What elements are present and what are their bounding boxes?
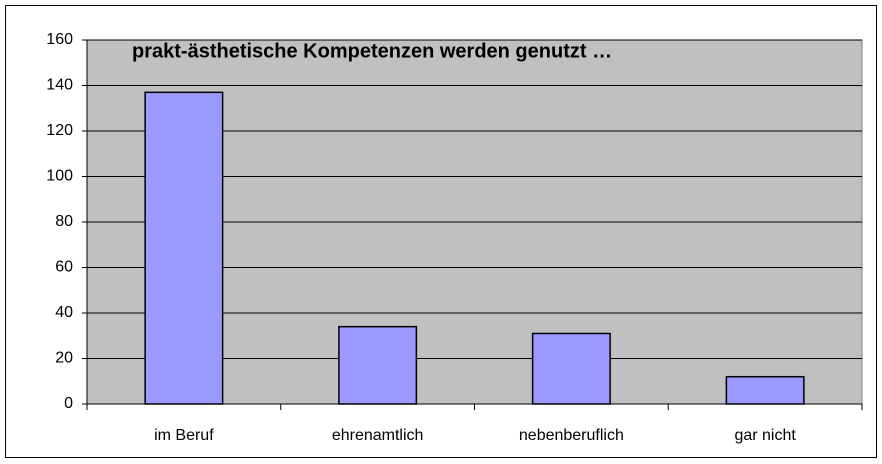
y-tick-label: 0: [64, 395, 73, 412]
y-tick-label: 40: [55, 304, 73, 321]
bar: [725, 375, 805, 405]
bar: [338, 325, 418, 405]
y-tick-label: 120: [46, 122, 73, 139]
y-tick-label: 160: [46, 31, 73, 48]
x-tick-label: im Beruf: [154, 427, 214, 444]
y-tick-label: 20: [55, 350, 73, 367]
x-tick-label: gar nicht: [734, 427, 796, 444]
bar: [531, 332, 611, 405]
bar: [144, 91, 224, 405]
x-tick-label: nebenberuflich: [519, 427, 624, 444]
y-tick-label: 60: [55, 259, 73, 276]
x-tick-label: ehrenamtlich: [332, 427, 424, 444]
y-tick-label: 80: [55, 213, 73, 230]
y-tick-label: 100: [46, 168, 73, 185]
y-tick-label: 140: [46, 77, 73, 94]
chart-title: prakt-ästhetische Kompetenzen werden gen…: [132, 40, 612, 62]
